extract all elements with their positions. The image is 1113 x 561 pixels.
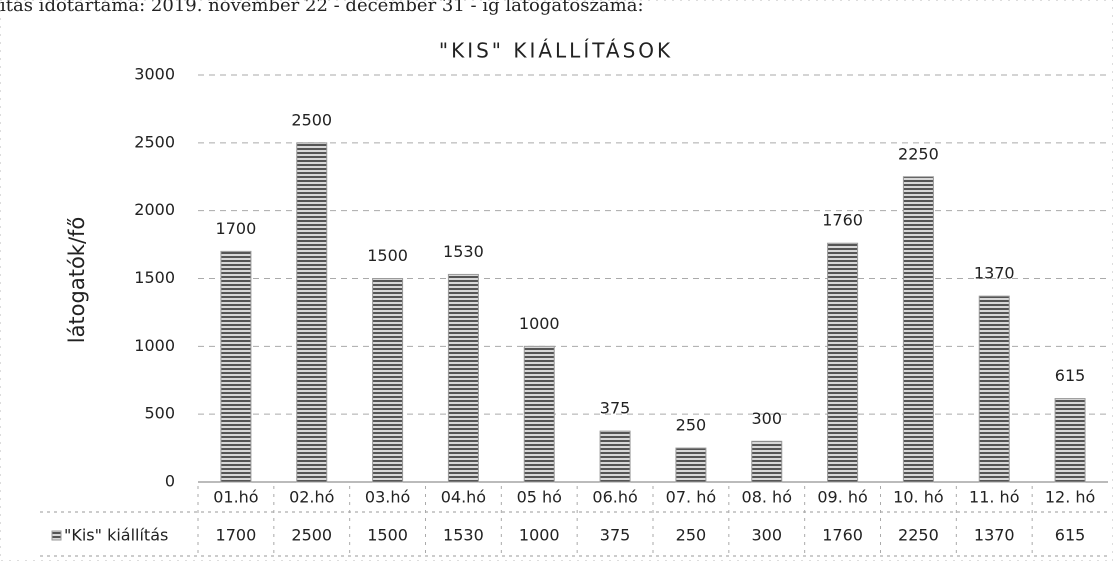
bar [447, 273, 479, 483]
bar [827, 242, 859, 483]
x-tick-label: 12. hó [1045, 488, 1095, 507]
table-value: 1000 [519, 526, 560, 545]
bar [751, 440, 783, 483]
chart-title: "KIS" KIÁLLÍTÁSOK [439, 39, 673, 63]
data-label: 300 [751, 409, 782, 428]
y-axis-label: látogatók/fő [65, 217, 89, 344]
bar [1054, 398, 1086, 483]
bar [902, 176, 934, 483]
data-label: 1760 [822, 211, 863, 230]
table-value: 250 [676, 526, 707, 545]
y-tick-label: 1500 [134, 268, 175, 287]
x-tick-label: 04.hó [441, 488, 486, 507]
table-value: 1530 [443, 526, 484, 545]
bar [599, 430, 631, 483]
data-label: 250 [676, 416, 707, 435]
bar [372, 278, 404, 483]
table-value: 1760 [822, 526, 863, 545]
x-tick-label: 02.hó [289, 488, 334, 507]
y-tick-label: 2000 [134, 200, 175, 219]
x-tick-label: 01.hó [213, 488, 258, 507]
x-tick-label: 10. hó [893, 488, 943, 507]
x-tick-label: 06.hó [592, 488, 637, 507]
x-tick-label: 11. hó [969, 488, 1019, 507]
table-value: 2250 [898, 526, 939, 545]
data-label: 1500 [367, 246, 408, 265]
x-tick-label: 09. hó [817, 488, 867, 507]
table-value: 1700 [216, 526, 257, 545]
legend-key [51, 530, 62, 541]
y-tick-label: 500 [144, 404, 175, 423]
y-tick-label: 1000 [134, 336, 175, 355]
bar [296, 142, 328, 483]
bar [523, 345, 555, 483]
header-text: ítás időtartama: 2019. november 22 - dec… [0, 0, 644, 16]
x-tick-label: 05 hó [517, 488, 562, 507]
y-tick-label: 2500 [134, 132, 175, 151]
bar [978, 295, 1010, 483]
legend-label: "Kis" kiállítás [64, 526, 168, 545]
y-tick-label: 3000 [134, 65, 175, 84]
data-label: 2500 [291, 110, 332, 129]
x-tick-label: 08. hó [742, 488, 792, 507]
data-label: 1700 [216, 219, 257, 238]
data-label: 1370 [974, 264, 1015, 283]
data-label: 615 [1055, 366, 1086, 385]
table-value: 2500 [291, 526, 332, 545]
bar [675, 447, 707, 483]
x-tick-label: 03.hó [365, 488, 410, 507]
data-label: 2250 [898, 144, 939, 163]
table-value: 1370 [974, 526, 1015, 545]
table-value: 615 [1055, 526, 1086, 545]
data-label: 375 [600, 399, 631, 418]
data-label: 1000 [519, 314, 560, 333]
table-value: 1500 [367, 526, 408, 545]
x-tick-label: 07. hó [666, 488, 716, 507]
data-label: 1530 [443, 242, 484, 261]
bar [220, 250, 252, 483]
y-tick-label: 0 [165, 472, 175, 491]
table-value: 375 [600, 526, 631, 545]
table-value: 300 [751, 526, 782, 545]
